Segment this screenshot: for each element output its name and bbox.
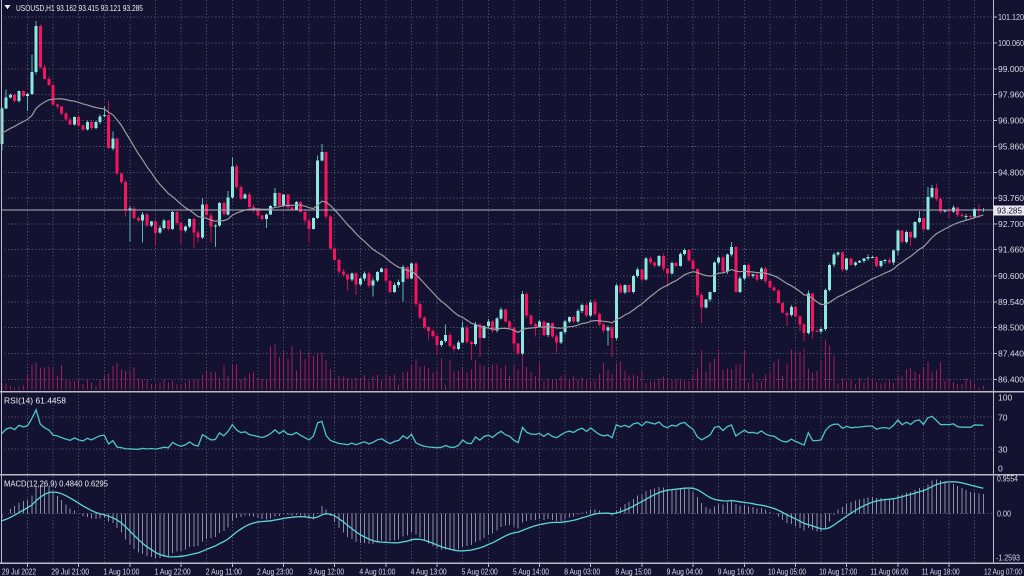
svg-text:11 Aug 06:00: 11 Aug 06:00 (870, 566, 908, 576)
svg-text:91.660: 91.660 (998, 245, 1024, 255)
svg-text:94.800: 94.800 (998, 167, 1024, 177)
svg-text:8 Aug 15:00: 8 Aug 15:00 (615, 566, 651, 576)
svg-text:MACD(12,26,9) 0.4840 0.6295: MACD(12,26,9) 0.4840 0.6295 (4, 478, 108, 488)
svg-text:5 Aug 14:00: 5 Aug 14:00 (513, 566, 549, 576)
svg-text:101.120: 101.120 (998, 12, 1024, 22)
svg-text:RSI(14) 61.4458: RSI(14) 61.4458 (4, 395, 66, 405)
svg-text:0.00: 0.00 (997, 509, 1011, 519)
svg-text:100.060: 100.060 (998, 38, 1024, 48)
svg-text:93.760: 93.760 (998, 193, 1024, 203)
svg-text:96.900: 96.900 (998, 116, 1024, 126)
svg-text:0: 0 (998, 463, 1003, 473)
svg-text:86.400: 86.400 (998, 374, 1024, 384)
svg-text:5 Aug 02:00: 5 Aug 02:00 (462, 566, 498, 576)
svg-text:-1.2593: -1.2593 (996, 553, 1020, 563)
svg-text:3 Aug 12:00: 3 Aug 12:00 (308, 566, 344, 576)
svg-text:93.285: 93.285 (997, 205, 1022, 215)
svg-text:8 Aug 03:00: 8 Aug 03:00 (564, 566, 600, 576)
svg-text:29 Jul 2022: 29 Jul 2022 (2, 566, 36, 576)
svg-text:4 Aug 13:00: 4 Aug 13:00 (411, 566, 447, 576)
svg-text:9 Aug 04:00: 9 Aug 04:00 (667, 566, 703, 576)
svg-text:1 Aug 10:00: 1 Aug 10:00 (103, 566, 139, 576)
svg-text:USOUSD,H1 93.162 93.415 93.12: USOUSD,H1 93.162 93.415 93.121 93.285 (16, 3, 143, 13)
svg-text:89.540: 89.540 (998, 297, 1024, 307)
svg-text:88.500: 88.500 (998, 323, 1024, 333)
svg-text:87.440: 87.440 (998, 349, 1024, 359)
svg-text:11 Aug 18:00: 11 Aug 18:00 (922, 566, 960, 576)
svg-text:99.000: 99.000 (998, 64, 1024, 74)
svg-text:29 Jul 21:00: 29 Jul 21:00 (51, 566, 89, 576)
svg-text:70: 70 (998, 412, 1008, 422)
svg-text:95.860: 95.860 (998, 141, 1024, 151)
svg-text:2 Aug 23:00: 2 Aug 23:00 (257, 566, 293, 576)
svg-text:2 Aug 11:00: 2 Aug 11:00 (206, 566, 242, 576)
svg-text:4 Aug 01:00: 4 Aug 01:00 (359, 566, 395, 576)
svg-text:100: 100 (998, 392, 1012, 402)
svg-text:0.9554: 0.9554 (997, 474, 1018, 484)
svg-text:90.600: 90.600 (998, 271, 1024, 281)
svg-text:97.960: 97.960 (998, 90, 1024, 100)
svg-text:30: 30 (998, 444, 1008, 454)
svg-text:10 Aug 17:00: 10 Aug 17:00 (819, 566, 857, 576)
svg-text:12 Aug 07:00: 12 Aug 07:00 (984, 566, 1022, 576)
svg-text:1 Aug 22:00: 1 Aug 22:00 (155, 566, 191, 576)
svg-text:92.700: 92.700 (998, 219, 1024, 229)
svg-text:10 Aug 05:00: 10 Aug 05:00 (768, 566, 806, 576)
svg-text:9 Aug 16:00: 9 Aug 16:00 (718, 566, 754, 576)
